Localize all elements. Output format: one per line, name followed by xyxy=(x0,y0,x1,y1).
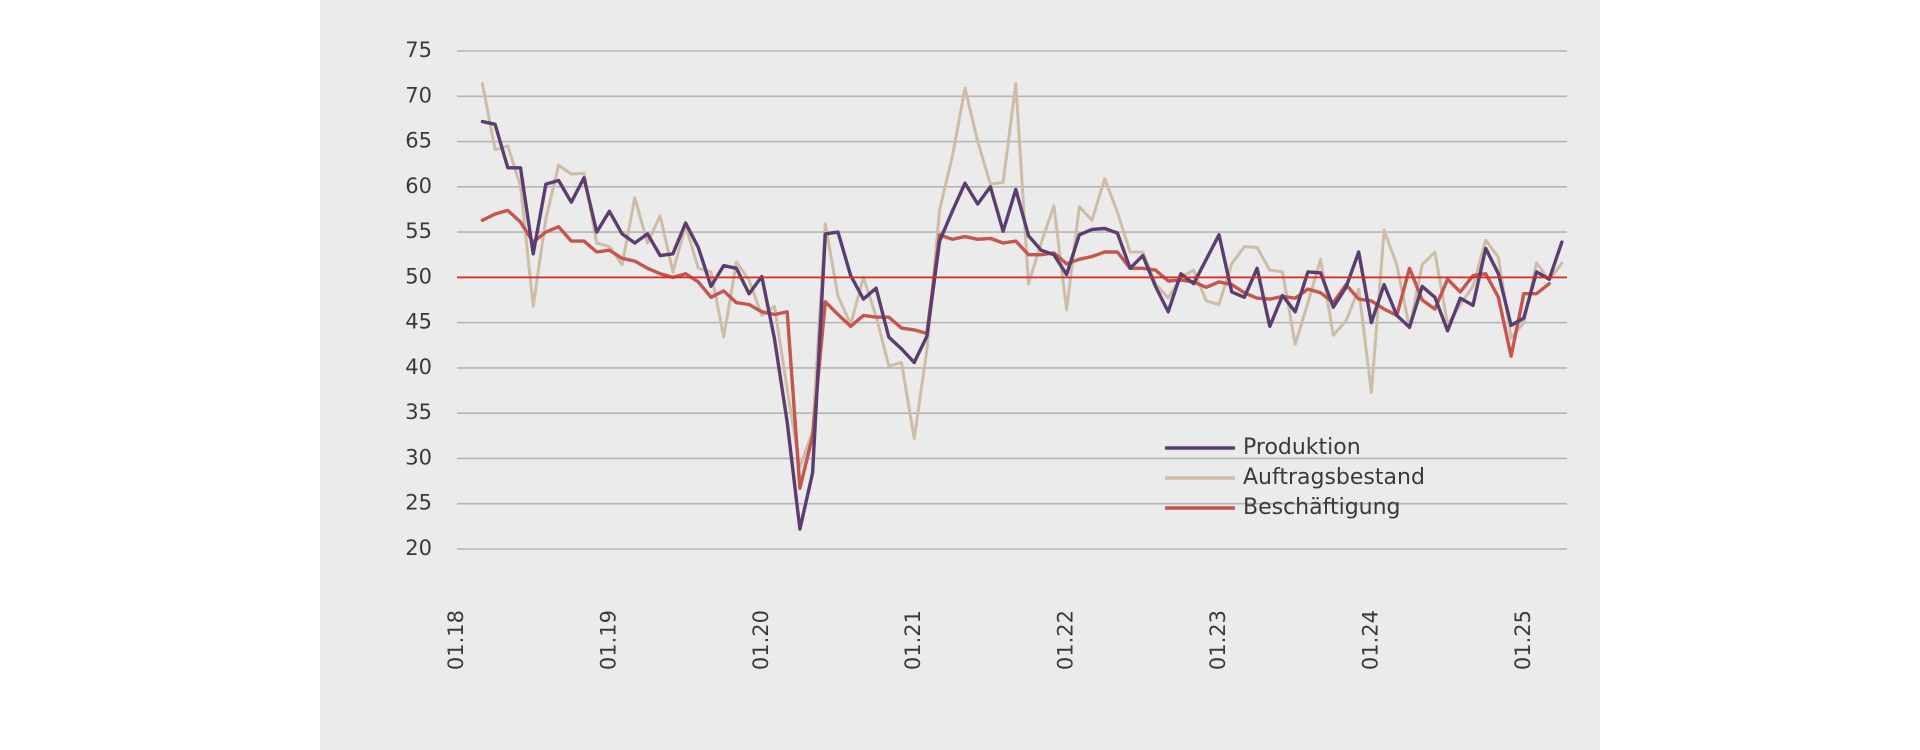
y-tick-label: 30 xyxy=(405,445,432,469)
y-tick-label: 45 xyxy=(405,310,432,334)
y-tick-label: 25 xyxy=(405,491,432,515)
y-tick-label: 60 xyxy=(405,174,432,198)
y-tick-label: 40 xyxy=(405,355,432,379)
y-tick-label: 35 xyxy=(405,400,432,424)
legend-label: Beschäftigung xyxy=(1243,495,1401,520)
y-tick-label: 70 xyxy=(405,83,432,107)
x-tick-label: 01.18 xyxy=(444,610,468,670)
gridlines xyxy=(457,50,1567,550)
legend: Produktion Auftragsbestand Beschäftigung xyxy=(1165,435,1425,520)
series-line-produktion xyxy=(480,119,1564,531)
x-tick-label: 01.23 xyxy=(1206,610,1230,670)
series-line-beschäftigung xyxy=(480,208,1551,490)
x-tick-label: 01.19 xyxy=(596,610,620,670)
x-tick-label: 01.22 xyxy=(1054,610,1078,670)
chart-background xyxy=(320,0,1600,750)
y-axis-ticks: 75 70 65 60 55 50 45 40 35 30 25 20 xyxy=(405,38,432,560)
series-line-auftragsbestand xyxy=(480,82,1564,469)
y-tick-label: 75 xyxy=(405,38,432,62)
x-axis-ticks: 01.18 01.19 01.20 01.21 01.22 01.23 01.24 01.25 xyxy=(444,610,1535,670)
x-tick-label: 01.24 xyxy=(1358,610,1382,670)
y-tick-label: 65 xyxy=(405,129,432,153)
y-tick-label: 50 xyxy=(405,264,432,288)
series-lines xyxy=(480,82,1564,531)
y-tick-label: 20 xyxy=(405,536,432,560)
x-tick-label: 01.21 xyxy=(901,610,925,670)
legend-label: Produktion xyxy=(1243,435,1361,460)
y-tick-label: 55 xyxy=(405,219,432,243)
legend-label: Auftragsbestand xyxy=(1243,465,1425,490)
x-tick-label: 01.25 xyxy=(1511,610,1535,670)
x-tick-label: 01.20 xyxy=(749,610,773,670)
